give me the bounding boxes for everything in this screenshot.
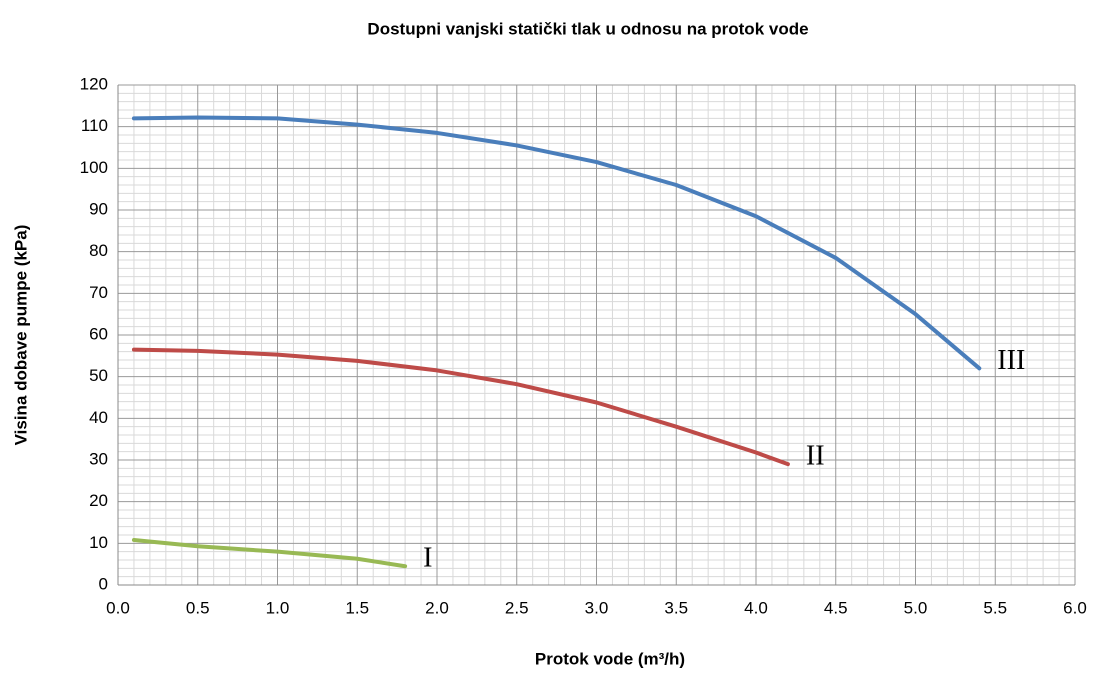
series-label: I	[423, 543, 432, 574]
series-label: II	[806, 441, 825, 472]
series-line	[131, 115, 982, 371]
series-line	[131, 347, 790, 467]
x-tick-label: 3.0	[585, 598, 609, 617]
y-tick-label: 60	[89, 324, 108, 343]
y-tick-label: 100	[80, 158, 108, 177]
x-tick-label: 0.0	[106, 598, 130, 617]
y-tick-label: 90	[89, 199, 108, 218]
y-tick-label: 80	[89, 241, 108, 260]
y-axis-label: Visina dobave pumpe (kPa)	[11, 225, 30, 446]
y-tick-label: 10	[89, 533, 108, 552]
y-tick-label: 50	[89, 366, 108, 385]
x-tick-label: 4.5	[824, 598, 848, 617]
x-tick-label: 2.5	[505, 598, 529, 617]
x-tick-label: 5.0	[904, 598, 928, 617]
x-tick-label: 6.0	[1063, 598, 1087, 617]
x-tick-label: 0.5	[186, 598, 210, 617]
x-axis-label: Protok vode (m³/h)	[535, 649, 685, 668]
x-tick-label: 3.5	[664, 598, 688, 617]
chart-title: Dostupni vanjski statički tlak u odnosu …	[367, 19, 808, 38]
y-tick-label: 0	[99, 574, 108, 593]
series-label: III	[997, 345, 1025, 376]
x-tick-label: 2.0	[425, 598, 449, 617]
x-tick-label: 4.0	[744, 598, 768, 617]
y-tick-label: 70	[89, 283, 108, 302]
x-tick-label: 1.5	[345, 598, 369, 617]
y-tick-label: 110	[81, 116, 108, 135]
y-tick-label: 20	[89, 491, 108, 510]
y-tick-label: 30	[89, 449, 108, 468]
y-tick-label: 120	[80, 74, 108, 93]
y-tick-label: 40	[89, 408, 108, 427]
x-tick-label: 5.5	[983, 598, 1007, 617]
x-tick-label: 1.0	[266, 598, 290, 617]
series-line	[131, 538, 408, 569]
